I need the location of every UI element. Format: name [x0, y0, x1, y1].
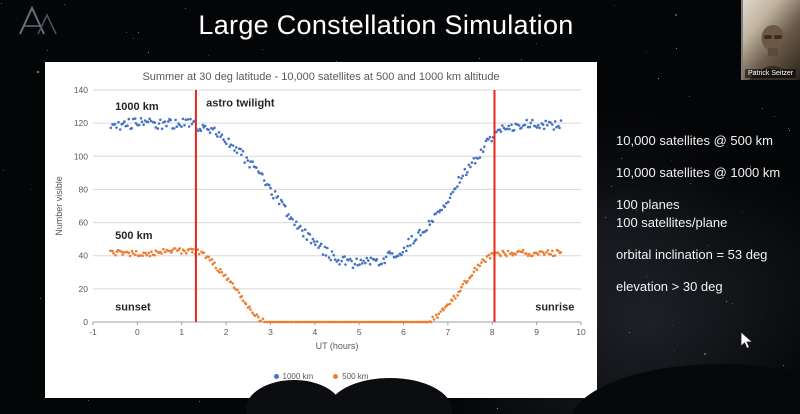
chart-legend: 1000 km 500 km: [45, 372, 597, 381]
svg-text:0: 0: [135, 327, 140, 337]
conference-logo-icon: [19, 5, 57, 35]
legend-label-500km: 500 km: [342, 372, 369, 381]
svg-text:8: 8: [490, 327, 495, 337]
chart-annotation: 1000 km: [115, 101, 159, 113]
svg-text:140: 140: [74, 85, 88, 95]
svg-text:UT (hours): UT (hours): [316, 341, 359, 351]
svg-text:7: 7: [446, 327, 451, 337]
svg-text:10: 10: [576, 327, 586, 337]
svg-text:1: 1: [179, 327, 184, 337]
svg-text:20: 20: [79, 284, 89, 294]
svg-text:Number visible: Number visible: [54, 176, 64, 236]
stat-line-sats-per-plane: 100 satellites/plane: [616, 215, 728, 230]
svg-text:2: 2: [224, 327, 229, 337]
chart-annotation: sunset: [115, 301, 151, 313]
svg-text:6: 6: [401, 327, 406, 337]
chart-title: Summer at 30 deg latitude - 10,000 satel…: [142, 71, 500, 83]
mouse-cursor: [740, 331, 754, 349]
svg-text:4: 4: [312, 327, 317, 337]
series-500-km: [109, 247, 563, 324]
slide-stats: 10,000 satellites @ 500 km 10,000 satell…: [616, 133, 800, 311]
series-1000-km: [109, 117, 563, 270]
svg-text:9: 9: [534, 327, 539, 337]
svg-text:5: 5: [357, 327, 362, 337]
chart-annotation: 500 km: [115, 230, 153, 242]
legend-label-1000km: 1000 km: [282, 372, 314, 381]
chart-panel: Summer at 30 deg latitude - 10,000 satel…: [45, 62, 597, 398]
svg-text:40: 40: [79, 251, 89, 261]
svg-text:100: 100: [74, 151, 88, 161]
legend-item-500km: 500 km: [333, 372, 368, 381]
svg-text:120: 120: [74, 118, 88, 128]
stat-line-elevation: elevation > 30 deg: [616, 279, 723, 294]
legend-item-1000km: 1000 km: [273, 372, 314, 381]
stat-line-1000km-count: 10,000 satellites @ 1000 km: [616, 165, 781, 180]
legend-marker-1000km: [273, 374, 279, 379]
legend-marker-500km: [333, 374, 339, 379]
chart-annotation: astro twilight: [206, 98, 275, 110]
svg-text:3: 3: [268, 327, 273, 337]
stat-line-planes: 100 planes: [616, 197, 680, 212]
chart-annotation: sunrise: [535, 301, 574, 313]
svg-text:60: 60: [79, 218, 89, 228]
participant-name: Patrick Seitzer: [745, 69, 797, 78]
slide-title: Large Constellation Simulation: [198, 10, 574, 40]
stat-line-500km-count: 10,000 satellites @ 500 km: [616, 133, 774, 148]
stat-line-inclination: orbital inclination = 53 deg: [616, 247, 768, 262]
svg-text:-1: -1: [89, 327, 97, 337]
svg-text:80: 80: [79, 184, 89, 194]
svg-text:0: 0: [83, 317, 88, 327]
webcam-thumbnail[interactable]: Patrick Seitzer: [741, 0, 800, 80]
